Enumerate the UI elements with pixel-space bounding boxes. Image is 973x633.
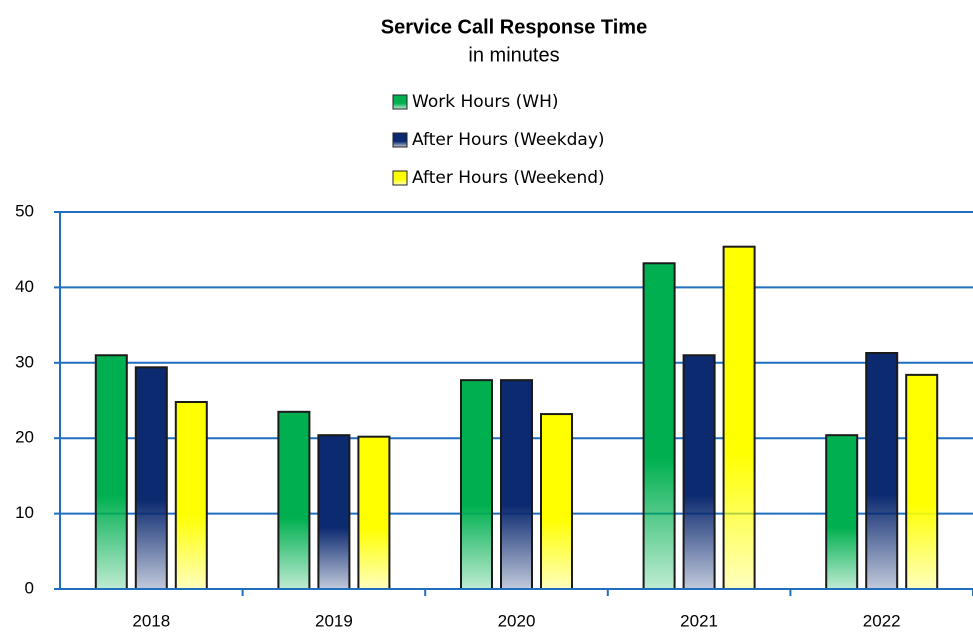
x-tick-label: 2020	[498, 611, 536, 630]
y-tick-label: 10	[15, 503, 34, 522]
bar	[642, 262, 676, 590]
y-tick-label: 50	[15, 201, 34, 220]
legend-swatch	[392, 132, 408, 148]
y-tick-label: 20	[15, 428, 34, 447]
y-tick-label: 30	[15, 352, 34, 371]
bar	[357, 435, 391, 590]
bar	[540, 413, 573, 590]
legend-label: Work Hours (WH)	[412, 92, 559, 112]
bar	[500, 379, 533, 590]
bar	[905, 373, 939, 591]
y-tick-label: 0	[25, 578, 34, 597]
x-tick-label: 2022	[863, 611, 901, 630]
bar	[94, 354, 128, 591]
chart-title: Service Call Response Time	[381, 16, 647, 38]
x-tick-label: 2021	[680, 611, 718, 630]
x-tick-label: 2018	[132, 611, 170, 630]
bar	[174, 401, 208, 590]
legend-label: After Hours (Weekday)	[412, 130, 605, 150]
bar	[134, 366, 168, 590]
bar	[317, 434, 351, 590]
bar	[682, 354, 716, 591]
legend-swatch	[392, 170, 408, 186]
bar	[865, 351, 899, 590]
bar	[460, 379, 493, 590]
legend-swatch	[392, 94, 408, 110]
bar	[722, 245, 756, 591]
legend-label: After Hours (Weekend)	[412, 168, 605, 188]
y-tick-label: 40	[15, 277, 34, 296]
bar	[825, 434, 859, 590]
x-tick-label: 2019	[315, 611, 353, 630]
bar	[277, 410, 311, 590]
chart-subtitle: in minutes	[468, 44, 559, 66]
